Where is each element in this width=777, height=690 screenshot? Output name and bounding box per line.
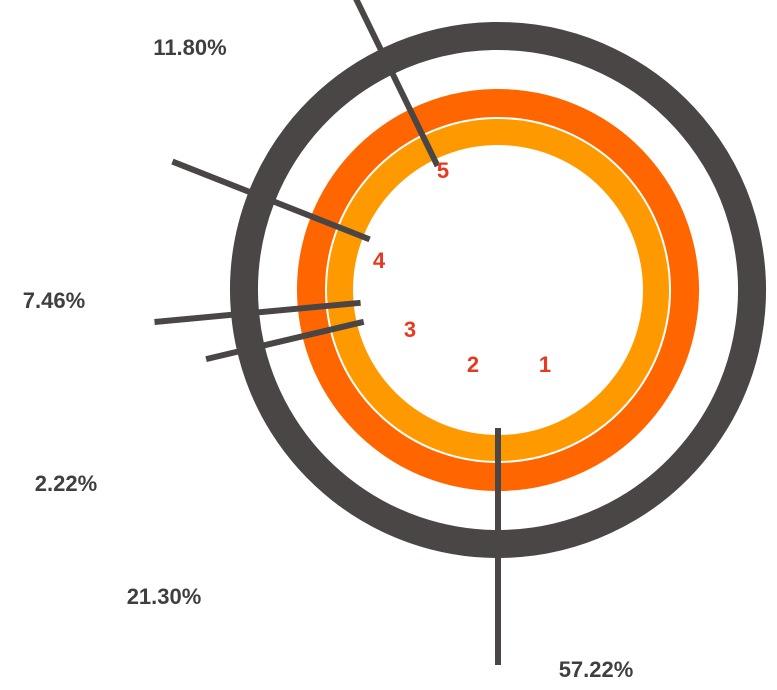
leader-line-3 — [154, 299, 361, 326]
ring-3-segment-1 — [424, 119, 669, 461]
segment-number-label-5: 5 — [437, 158, 449, 183]
ring-3-segment-2 — [332, 324, 497, 461]
percent-label-1: 57.22% — [559, 657, 634, 682]
ring-2-segment-3 — [298, 307, 330, 335]
ring-2-segment-1 — [411, 89, 699, 491]
ring-2 — [297, 89, 699, 491]
ring-3-segment-5 — [339, 137, 434, 236]
segment-number-label-1: 1 — [539, 352, 551, 377]
ring-1-segment-4 — [230, 194, 274, 313]
percent-label-4: 7.46% — [23, 288, 85, 313]
ring-1-segment-5 — [249, 50, 391, 200]
ring-3-segment-3 — [327, 304, 357, 328]
segment-number-label-2: 2 — [467, 352, 479, 377]
percent-label-5: 11.80% — [153, 35, 226, 60]
ring-2-segment-2 — [302, 331, 497, 491]
percent-label-3: 2.22% — [35, 471, 97, 496]
ring-2-segment-4 — [297, 218, 337, 307]
ring-3 — [327, 119, 669, 461]
leader-line-2 — [205, 318, 365, 363]
leader-line-5 — [353, 0, 441, 168]
ring-1-segment-2 — [237, 347, 496, 558]
leader-line-4 — [171, 158, 371, 243]
ring-1-segment-3 — [231, 314, 264, 350]
ring-3-segment-4 — [327, 228, 363, 305]
segment-number-label-4: 4 — [373, 248, 386, 273]
segment-number-label-3: 3 — [404, 317, 416, 342]
percent-label-2: 21.30% — [127, 584, 202, 609]
ring-2-segment-5 — [311, 110, 421, 226]
ring-1-segment-1 — [383, 22, 766, 558]
